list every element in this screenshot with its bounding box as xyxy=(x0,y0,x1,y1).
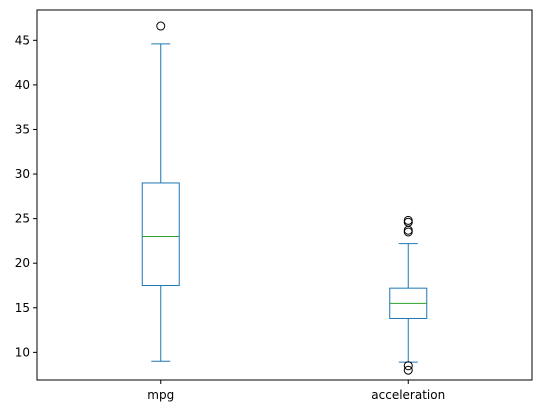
box-mpg xyxy=(141,21,180,362)
y-tick-label: 35 xyxy=(15,122,30,136)
outlier-point xyxy=(403,365,413,375)
x-tick-label: acceleration xyxy=(371,388,445,402)
outlier-point xyxy=(156,21,166,31)
y-axis: 10 15 20 25 30 35 40 45 xyxy=(15,33,37,359)
y-tick-label: 40 xyxy=(15,78,30,92)
box-acceleration xyxy=(389,215,428,375)
x-tick-label: mpg xyxy=(147,388,174,402)
outlier-point xyxy=(403,215,413,225)
chart-marks xyxy=(141,21,428,375)
x-axis: mpg acceleration xyxy=(147,380,445,402)
y-tick-label: 45 xyxy=(15,33,30,47)
outlier-point xyxy=(403,361,413,371)
box-iqr xyxy=(141,182,180,286)
y-tick-label: 15 xyxy=(15,301,30,315)
y-tick-label: 30 xyxy=(15,167,30,181)
plot-frame xyxy=(36,9,533,381)
y-tick-label: 25 xyxy=(15,212,30,226)
plot-area xyxy=(37,10,532,380)
y-tick-label: 20 xyxy=(15,256,30,270)
y-tick-label: 10 xyxy=(15,345,30,359)
